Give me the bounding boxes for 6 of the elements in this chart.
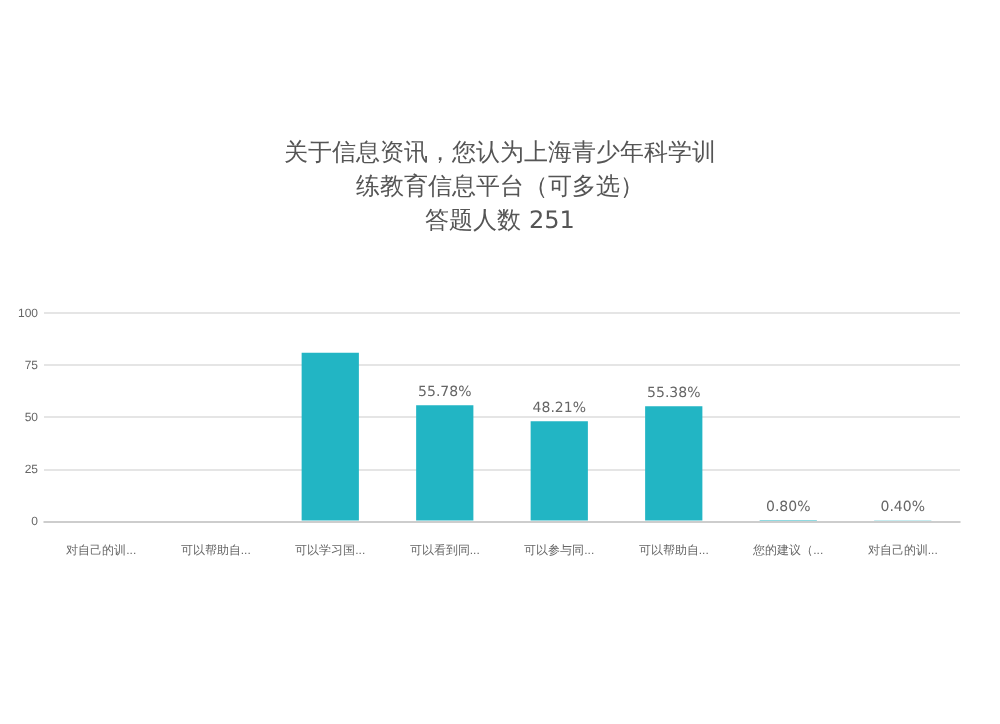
bar: [301, 352, 359, 521]
chart-title: 关于信息资讯，您认为上海青少年科学训练教育信息平台（可多选）: [282, 136, 718, 204]
chart-subtitle: 答题人数 251: [423, 204, 577, 238]
bar: [416, 405, 474, 521]
bar: [645, 406, 703, 521]
bar: [530, 421, 588, 521]
